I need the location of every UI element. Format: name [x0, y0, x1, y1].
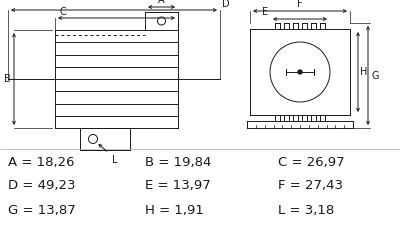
- Text: G = 13,87: G = 13,87: [8, 203, 76, 216]
- Circle shape: [298, 70, 302, 74]
- Text: A: A: [158, 0, 165, 5]
- Text: B: B: [4, 74, 11, 84]
- Text: G: G: [371, 70, 378, 80]
- Text: H: H: [360, 67, 367, 77]
- Text: F: F: [297, 0, 303, 9]
- Text: B = 19,84: B = 19,84: [145, 155, 211, 169]
- Text: C = 26,97: C = 26,97: [278, 155, 345, 169]
- Text: E: E: [262, 7, 268, 17]
- Text: H = 1,91: H = 1,91: [145, 203, 204, 216]
- Text: D = 49,23: D = 49,23: [8, 179, 76, 191]
- Text: L = 3,18: L = 3,18: [278, 203, 334, 216]
- Text: L: L: [112, 155, 118, 165]
- Text: F = 27,43: F = 27,43: [278, 179, 343, 191]
- Text: E = 13,97: E = 13,97: [145, 179, 211, 191]
- Text: D: D: [222, 0, 230, 9]
- Text: C: C: [60, 7, 67, 17]
- Text: A = 18,26: A = 18,26: [8, 155, 74, 169]
